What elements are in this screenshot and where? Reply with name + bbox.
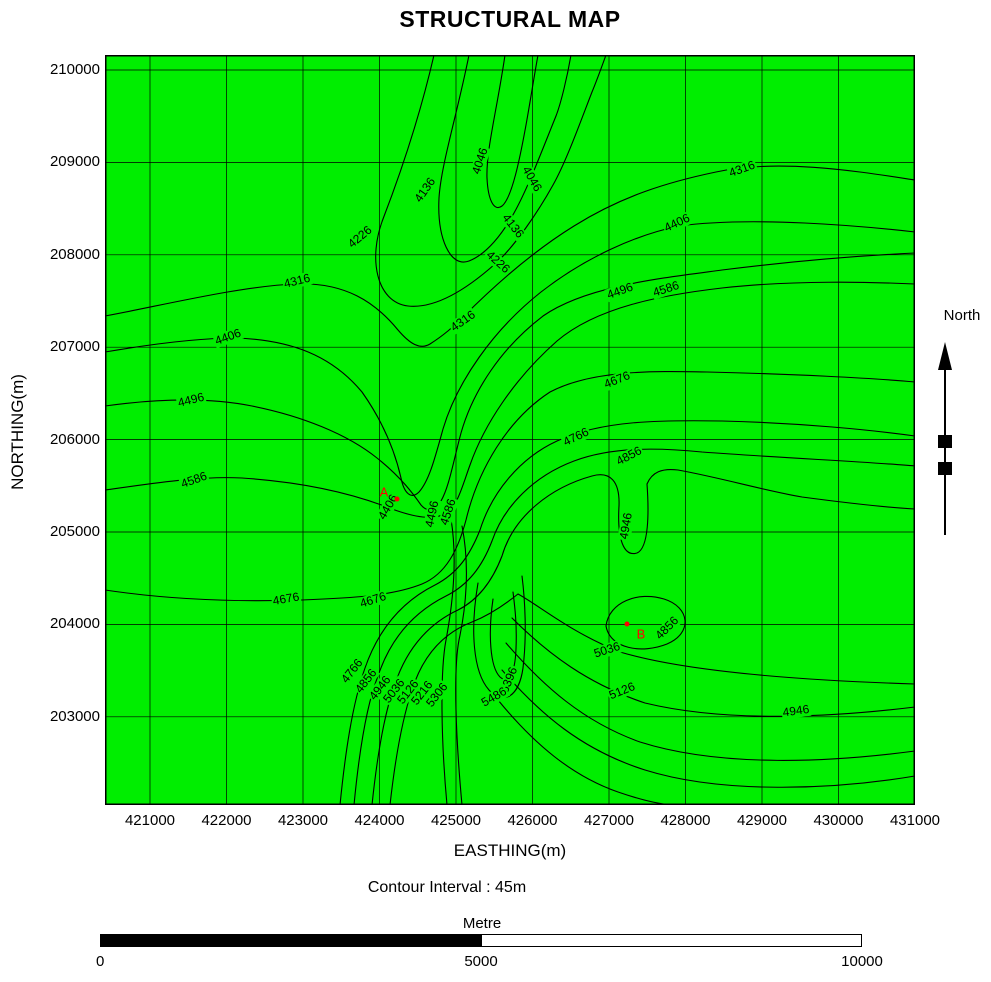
scalebar [100, 934, 862, 947]
contour-line [438, 55, 572, 263]
contour-line [455, 525, 467, 805]
map-title: STRUCTURAL MAP [399, 6, 621, 32]
scalebar-filled-half [101, 935, 482, 946]
contour-interval-note: Contour Interval : 45m [367, 879, 527, 896]
contour-line [486, 55, 539, 208]
x-tick-label-428000: 428000 [660, 812, 711, 829]
x-tick-label-430000: 430000 [813, 812, 864, 829]
contour-line [371, 468, 915, 805]
contour-line [505, 642, 915, 761]
y-tick-label-203000: 203000 [49, 707, 100, 725]
north-label: North [943, 307, 981, 324]
contour-line [353, 448, 915, 805]
x-tick-label-426000: 426000 [507, 812, 558, 829]
x-tick-label-423000: 423000 [277, 812, 329, 829]
north-arrow-square-top [938, 435, 952, 448]
x-tick-label-427000: 427000 [583, 812, 635, 829]
map-plot-area [105, 55, 915, 805]
y-tick-label-209000: 209000 [49, 153, 100, 171]
x-tick-label-422000: 422000 [201, 812, 252, 829]
y-tick-label-204000: 204000 [49, 615, 100, 633]
contour-line [339, 420, 915, 805]
y-axis-title: NORTHING(m) [8, 374, 27, 490]
scalebar-title: Metre [462, 915, 502, 932]
x-axis-title: EASTHING(m) [453, 841, 567, 860]
contour-map-canvas [105, 55, 915, 805]
x-tick-label-421000: 421000 [124, 812, 176, 829]
y-tick-label-208000: 208000 [49, 245, 100, 263]
y-tick-label-210000: 210000 [49, 61, 100, 78]
contour-line [389, 593, 915, 805]
contour-line [501, 669, 915, 788]
x-tick-label-425000: 425000 [430, 812, 482, 829]
y-tick-label-205000: 205000 [49, 523, 100, 540]
x-tick-label-431000: 431000 [889, 812, 941, 829]
scalebar-tick-0: 0 [96, 953, 105, 970]
x-tick-label-429000: 429000 [736, 812, 788, 829]
y-tick-label-206000: 206000 [49, 430, 100, 448]
y-tick-label-207000: 207000 [49, 338, 100, 356]
contour-line [375, 55, 607, 307]
north-arrowhead-icon [938, 342, 952, 370]
x-tick-label-424000: 424000 [354, 812, 405, 829]
contour-line [605, 595, 686, 650]
contour-line [511, 617, 915, 717]
north-arrow-square-bottom [938, 462, 952, 475]
scalebar-tick-5000: 5000 [464, 953, 498, 970]
north-arrow-icon [938, 342, 952, 535]
contour-line [105, 252, 915, 511]
scalebar-tick-10000: 10000 [841, 953, 883, 970]
plot-border [105, 55, 915, 805]
contour-line [105, 281, 915, 518]
contour-line [441, 518, 455, 805]
